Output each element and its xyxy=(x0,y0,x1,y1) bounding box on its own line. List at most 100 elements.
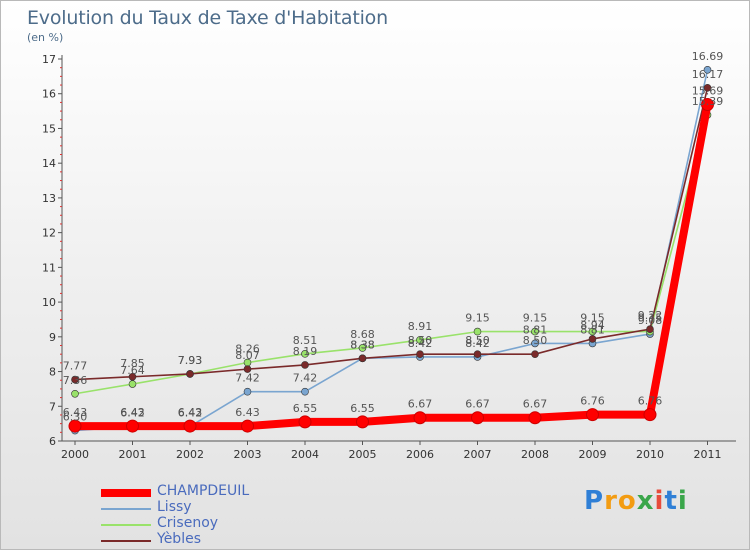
data-label: 9.15 xyxy=(580,312,605,325)
data-label: 7.42 xyxy=(293,372,318,385)
data-label: 8.94 xyxy=(580,319,605,332)
x-tick-label: 2002 xyxy=(176,448,204,461)
x-tick-label: 2011 xyxy=(694,448,722,461)
data-label: 8.42 xyxy=(408,337,433,350)
legend-swatch xyxy=(101,489,151,497)
data-point-champdeuil xyxy=(68,419,82,433)
data-label: 6.43 xyxy=(63,406,88,419)
data-label: 15.39 xyxy=(692,95,724,108)
data-point-lissy xyxy=(531,339,539,348)
data-label: 6.43 xyxy=(120,406,145,419)
series-line-champdeuil xyxy=(71,100,712,431)
data-point-champdeuil xyxy=(183,419,197,433)
data-point-yèbles xyxy=(358,354,367,363)
logo-letter: i xyxy=(654,486,665,516)
logo-letter: t xyxy=(664,486,678,516)
x-tick-label: 2001 xyxy=(119,448,147,461)
legend-swatch xyxy=(101,540,151,542)
data-label: 16.17 xyxy=(692,68,724,81)
data-label: 7.77 xyxy=(63,360,88,373)
y-tick-label: 15 xyxy=(42,122,56,135)
y-tick-label: 16 xyxy=(42,88,56,101)
data-label: 8.38 xyxy=(350,338,375,351)
series-line-yèbles xyxy=(74,87,709,381)
data-label: 8.19 xyxy=(293,345,318,358)
data-label: 6.76 xyxy=(580,395,605,408)
data-point-champdeuil xyxy=(528,411,542,425)
x-tick-label: 2000 xyxy=(61,448,89,461)
data-point-champdeuil xyxy=(356,415,369,429)
data-point-crisenoy xyxy=(473,327,482,336)
y-tick-label: 12 xyxy=(42,227,56,240)
logo-letter: P xyxy=(584,486,605,516)
data-point-yèbles xyxy=(703,84,712,92)
data-label: 8.38 xyxy=(350,338,375,351)
data-label: 8.50 xyxy=(408,334,433,347)
data-point-yèbles xyxy=(531,350,539,358)
y-tick-label: 10 xyxy=(42,296,56,309)
data-label: 6.76 xyxy=(638,395,663,408)
y-tick-label: 8 xyxy=(49,366,56,379)
data-label: 6.67 xyxy=(465,398,490,411)
data-label: 6.67 xyxy=(523,398,548,411)
data-label: 8.68 xyxy=(350,328,375,341)
legend-swatch xyxy=(101,524,151,526)
x-tick-label: 2003 xyxy=(234,448,262,461)
data-label: 16.69 xyxy=(692,50,724,63)
data-point-champdeuil xyxy=(241,419,254,433)
data-point-champdeuil xyxy=(413,411,427,425)
data-label: 9.08 xyxy=(638,314,663,327)
data-point-yèbles xyxy=(186,370,194,378)
data-point-champdeuil xyxy=(298,415,312,429)
logo-letter: i xyxy=(677,486,688,516)
logo-letter: x xyxy=(636,486,655,516)
data-label: 9.15 xyxy=(465,312,490,325)
data-label: 8.07 xyxy=(235,349,260,362)
y-tick-label: 13 xyxy=(42,192,56,205)
data-label: 8.50 xyxy=(465,334,490,347)
data-point-crisenoy xyxy=(71,389,79,398)
data-label: 6.43 xyxy=(178,406,203,419)
x-tick-label: 2004 xyxy=(291,448,319,461)
chart-subtitle: (en %) xyxy=(27,31,64,44)
data-point-crisenoy xyxy=(128,380,137,388)
data-label: 8.50 xyxy=(523,334,548,347)
legend-label: Lissy xyxy=(157,499,192,515)
data-point-yèbles xyxy=(646,325,654,333)
data-point-champdeuil xyxy=(586,408,599,422)
legend-label: Crisenoy xyxy=(157,515,219,531)
data-label: 7.64 xyxy=(120,364,145,377)
y-tick-label: 7 xyxy=(49,400,56,413)
chart-title: Evolution du Taux de Taxe d'Habitation xyxy=(27,7,388,29)
data-label: 8.91 xyxy=(408,320,433,333)
data-label: 6.30 xyxy=(63,411,88,424)
data-point-champdeuil xyxy=(701,97,714,111)
y-tick-label: 9 xyxy=(49,331,56,344)
logo-letter: r xyxy=(604,486,618,516)
data-label: 6.42 xyxy=(178,406,203,419)
x-tick-label: 2009 xyxy=(579,448,607,461)
data-point-yèbles xyxy=(243,365,252,373)
legend-label: Yèbles xyxy=(157,531,201,547)
data-point-lissy xyxy=(301,387,309,396)
data-point-yèbles xyxy=(588,335,597,343)
data-point-yèbles xyxy=(128,372,137,381)
data-label: 8.81 xyxy=(580,323,605,336)
data-label: 9.22 xyxy=(638,309,663,322)
data-label: 7.42 xyxy=(235,372,260,385)
data-point-champdeuil xyxy=(471,411,484,425)
data-label: 9.15 xyxy=(638,312,663,325)
y-tick-label: 11 xyxy=(42,261,56,274)
data-point-crisenoy xyxy=(531,327,539,336)
data-label: 6.43 xyxy=(235,406,260,419)
data-point-yèbles xyxy=(71,375,79,384)
data-label: 8.51 xyxy=(293,334,318,347)
data-point-crisenoy xyxy=(358,344,367,352)
y-tick-label: 14 xyxy=(42,157,56,170)
data-label: 6.67 xyxy=(408,398,433,411)
data-label: 6.42 xyxy=(120,406,145,419)
data-point-crisenoy xyxy=(416,336,424,344)
legend-label: CHAMPDEUIL xyxy=(157,483,250,499)
data-label: 7.36 xyxy=(63,374,88,387)
